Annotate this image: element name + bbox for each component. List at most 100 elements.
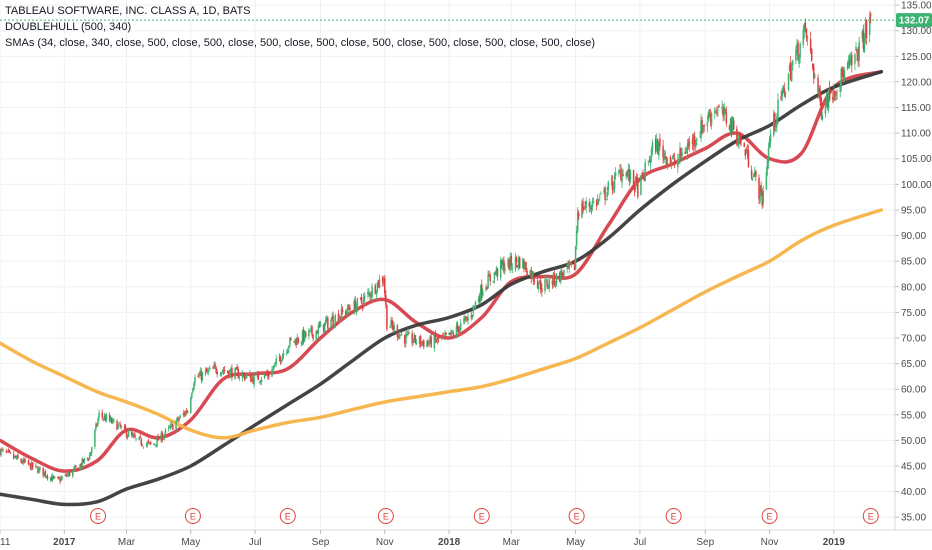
candle-up	[723, 106, 725, 116]
candle-down	[7, 450, 10, 452]
earnings-marker[interactable]: E	[377, 508, 394, 524]
earnings-marker[interactable]: E	[665, 508, 682, 524]
candle-up	[2, 449, 4, 451]
candle-up	[656, 139, 658, 151]
candle-up	[54, 477, 56, 478]
candle-up	[244, 376, 247, 378]
candle-down	[590, 207, 593, 210]
x-tick-label: May	[566, 537, 585, 548]
earnings-marker[interactable]: E	[568, 508, 585, 524]
candle-up	[802, 29, 805, 45]
candle-down	[728, 125, 731, 130]
doublehull-indicator-label[interactable]: DOUBLEHULL (500, 340)	[5, 21, 132, 33]
candle-up	[766, 159, 769, 170]
candle-up	[464, 316, 466, 321]
candle-down	[577, 213, 580, 217]
earnings-marker[interactable]: E	[862, 508, 879, 524]
candle-up	[759, 185, 761, 202]
candle-up	[22, 459, 24, 464]
candle-down	[503, 260, 505, 272]
candle-down	[736, 128, 738, 145]
candle-down	[58, 478, 60, 480]
candle-up	[864, 22, 867, 39]
candle-down	[133, 435, 135, 437]
candle-down	[400, 334, 403, 335]
candle-down	[684, 151, 686, 154]
candle-down	[42, 467, 44, 476]
candle-down	[279, 356, 282, 363]
candle-down	[841, 68, 844, 76]
earnings-marker[interactable]: E	[279, 508, 296, 524]
sma-indicator-label[interactable]: SMAs (34, close, 340, close, 500, close,…	[5, 37, 596, 49]
x-tick-label: Sep	[696, 537, 714, 548]
candle-up	[356, 298, 359, 309]
candle-up	[688, 140, 691, 147]
candle-down	[797, 42, 799, 61]
candle-down	[553, 273, 556, 285]
candle-up	[814, 75, 816, 77]
candle-up	[843, 69, 846, 81]
candle-up	[618, 171, 620, 173]
candle-down	[57, 476, 59, 478]
candle-up	[854, 54, 856, 64]
earnings-marker[interactable]: E	[761, 508, 778, 524]
candle-up	[346, 311, 348, 313]
candle-up	[777, 99, 779, 118]
candle-up	[479, 285, 482, 302]
candle-down	[177, 417, 179, 421]
earnings-marker[interactable]: E	[90, 508, 107, 524]
candle-up	[868, 16, 871, 35]
earnings-marker[interactable]: E	[184, 508, 201, 524]
symbol-title[interactable]: TABLEAU SOFTWARE, INC. CLASS A, 1D, BATS	[5, 5, 251, 17]
candle-down	[295, 340, 297, 346]
candle-down	[267, 372, 269, 377]
candle-up	[538, 279, 541, 285]
candle-up	[251, 377, 253, 381]
y-tick-label: 100.00	[901, 180, 932, 191]
candle-up	[338, 317, 341, 324]
candle-up	[398, 333, 401, 339]
candle-up	[458, 328, 461, 334]
candle-up	[746, 148, 749, 156]
candle-up	[585, 200, 587, 209]
candle-up	[651, 141, 654, 150]
x-axis[interactable]: 11 2017 Mar May Jul Sep Nov 2018 Mar May Jul Sep Nov…	[0, 530, 845, 548]
y-axis[interactable]: 35.00 40.00 45.00 50.00 55.00 60.00 65.00 70.00…	[895, 1, 932, 524]
candle-down	[430, 336, 432, 347]
candle-up	[389, 327, 391, 329]
candle-down	[237, 369, 239, 379]
candle-up	[555, 273, 558, 283]
candle-down	[139, 436, 141, 438]
candle-down	[523, 260, 525, 270]
candle-up	[717, 109, 719, 111]
candle-up	[821, 114, 824, 120]
candle-down	[185, 410, 188, 413]
candle-down	[691, 139, 694, 145]
candle-up	[35, 465, 37, 467]
candle-up	[178, 418, 180, 421]
candle-up	[492, 280, 495, 283]
candle-up	[547, 285, 549, 289]
candle-up	[330, 320, 332, 328]
candle-down	[725, 112, 728, 124]
candle-up	[162, 437, 165, 440]
candle-up	[371, 286, 373, 298]
candle-down	[20, 459, 22, 463]
candle-up	[610, 178, 613, 180]
candle-down	[82, 459, 85, 463]
candle-up	[193, 383, 195, 390]
candle-up	[190, 397, 192, 413]
candle-up	[289, 337, 291, 346]
earnings-marker[interactable]: E	[473, 508, 490, 524]
candle-down	[205, 368, 208, 373]
candle-up	[710, 112, 713, 125]
candle-down	[1, 449, 3, 450]
price-tag-label: 132.07	[899, 16, 930, 27]
candle-down	[559, 272, 561, 283]
candle-up	[640, 175, 642, 195]
candle-down	[36, 466, 38, 467]
x-tick-label: Nov	[376, 537, 394, 548]
candle-down	[386, 304, 388, 330]
